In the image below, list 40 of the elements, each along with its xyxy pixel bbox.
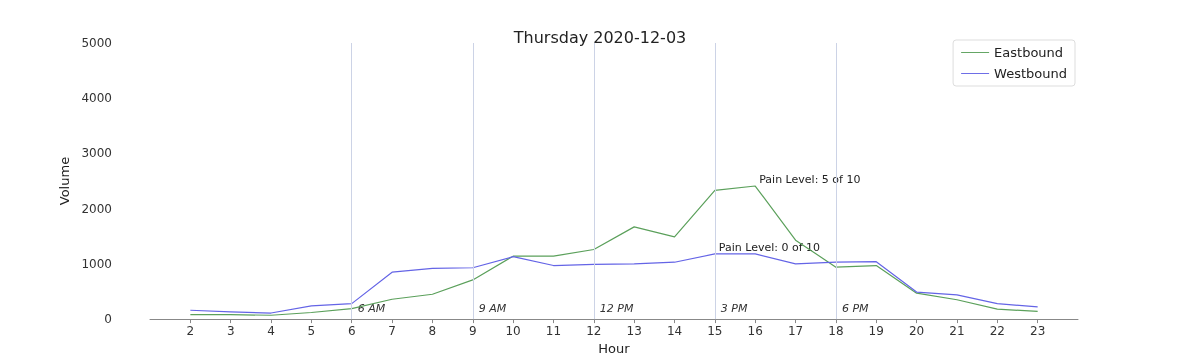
x-tick-label: 15 (707, 324, 723, 339)
x-tick-label: 13 (626, 324, 642, 339)
chart-title: Thursday 2020-12-03 (512, 27, 687, 47)
x-tick-label: 21 (949, 324, 965, 339)
x-tick-label: 9 (468, 324, 477, 339)
x-tick-label: 2 (186, 324, 195, 339)
x-tick-label: 7 (388, 324, 396, 339)
line-series (189, 253, 1039, 314)
legend-label: Westbound (994, 66, 1068, 81)
annotation: Pain Level: 0 of 10 (718, 240, 821, 254)
x-tick-label: 20 (908, 324, 925, 339)
x-tick-label: 4 (267, 324, 275, 339)
x-tick-label: 17 (787, 324, 804, 339)
y-tick-label: 3000 (81, 146, 112, 161)
x-tick-label: 18 (828, 324, 844, 339)
x-tick-label: 22 (989, 324, 1005, 339)
legend-label: Eastbound (994, 45, 1064, 60)
ref-line-label: 12 PM (599, 302, 634, 316)
y-tick-label: 2000 (81, 201, 112, 216)
x-tick-label: 10 (505, 324, 521, 339)
x-tick-label: 3 (226, 324, 235, 339)
x-axis-title: Hour (598, 341, 631, 356)
ref-line-label: 9 AM (478, 302, 507, 316)
ref-line-label: 3 PM (720, 302, 748, 316)
x-tick-label: 11 (545, 324, 562, 339)
x-tick-label: 6 (347, 324, 356, 339)
y-tick-label: 5000 (81, 36, 112, 50)
ref-line-label: 6 PM (841, 302, 870, 316)
y-tick-label: 1000 (81, 256, 112, 271)
x-tick-label: 14 (666, 324, 683, 339)
x-tick-label: 19 (868, 324, 884, 339)
x-tick-label: 16 (747, 324, 763, 339)
y-axis-title: Volume (56, 156, 72, 206)
x-tick-label: 8 (428, 324, 437, 339)
y-tick-label: 4000 (81, 91, 112, 106)
x-tick-label: 23 (1030, 324, 1046, 339)
y-tick-label: 0 (104, 312, 112, 327)
line-series (189, 185, 1039, 316)
x-tick-label: 12 (586, 324, 602, 339)
x-tick-label: 5 (307, 324, 316, 339)
